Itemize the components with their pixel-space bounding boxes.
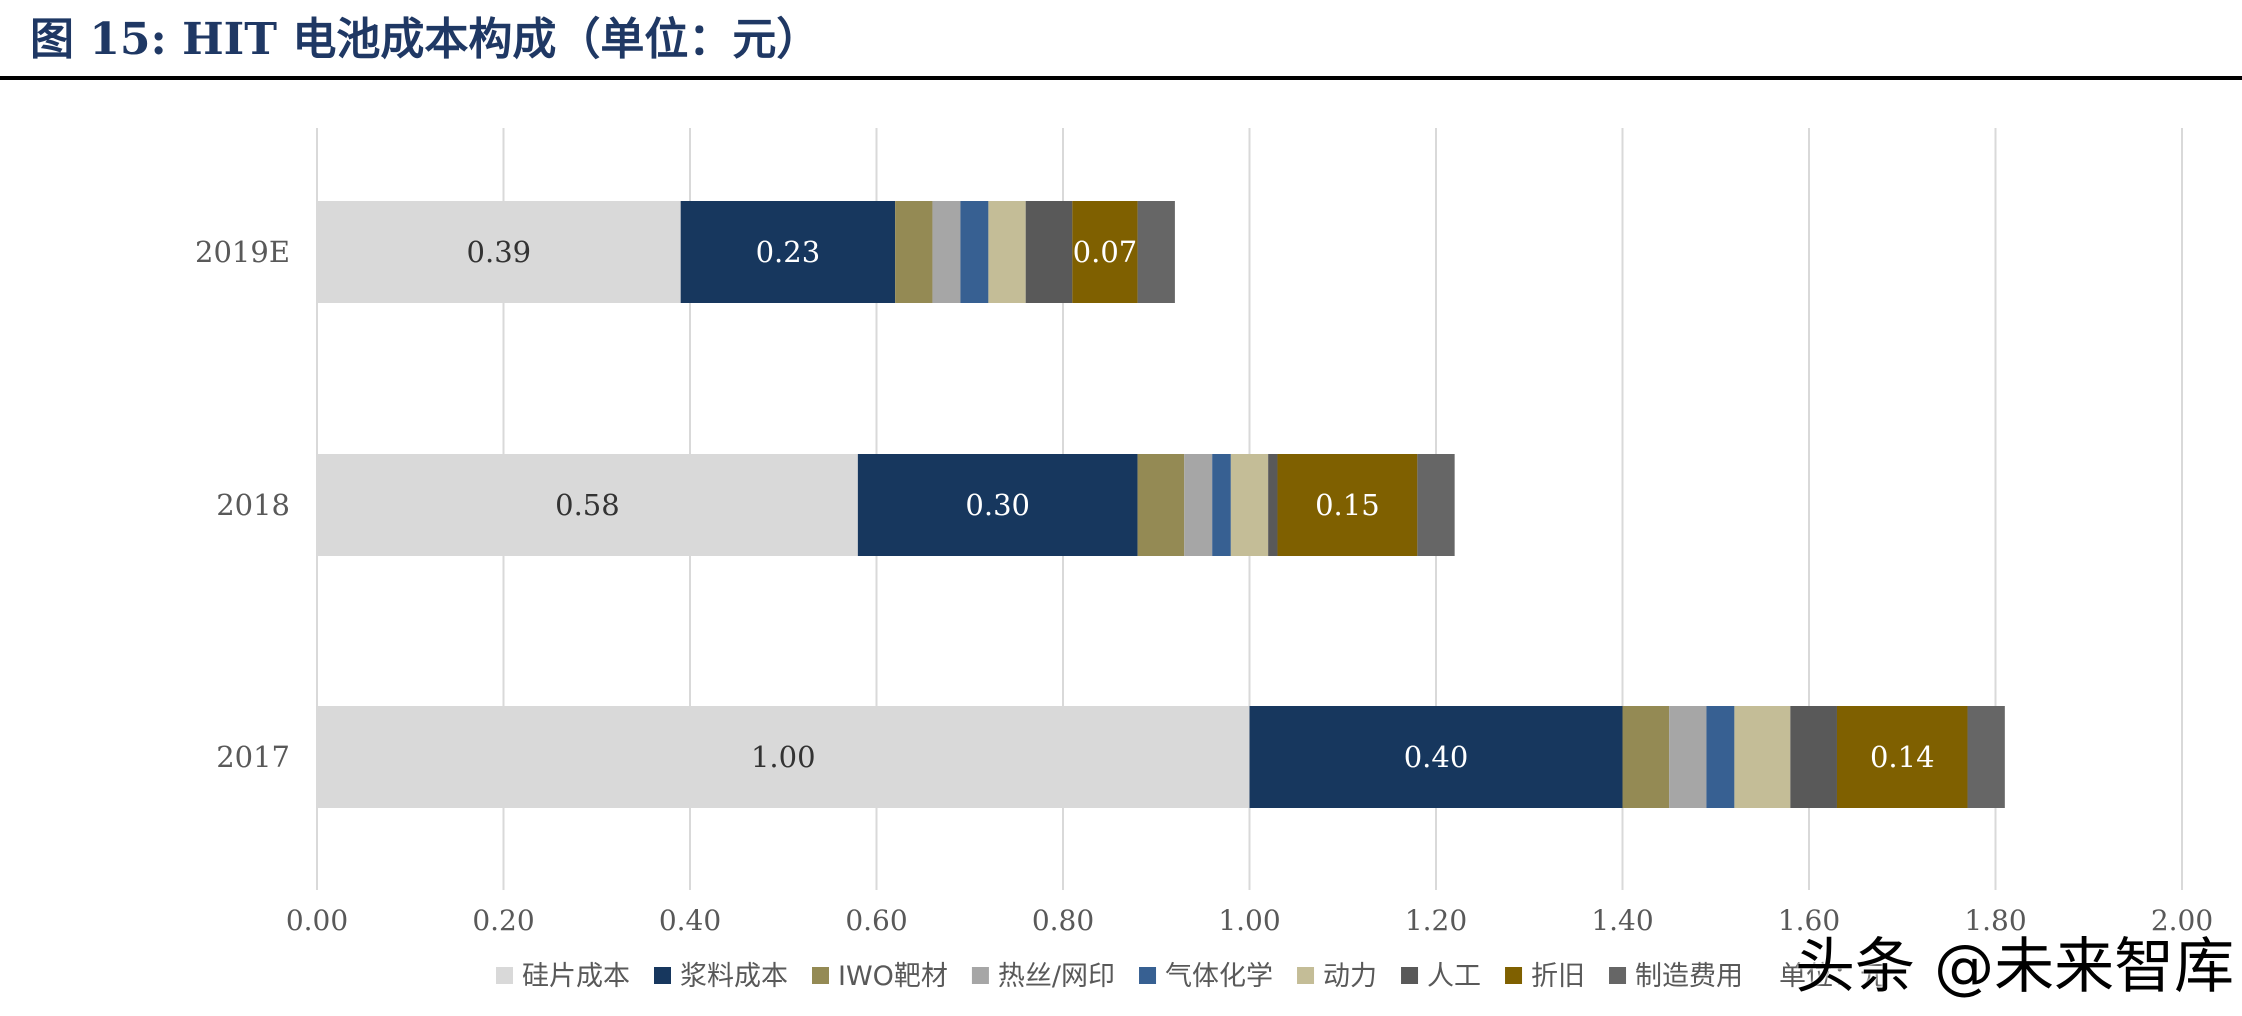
bar-segment: [1790, 706, 1837, 808]
bar-segment: [857, 454, 1138, 556]
x-tick-label: 1.80: [1964, 904, 2026, 937]
x-tick-label: 1.00: [1218, 904, 1280, 937]
category-label: 2018: [216, 488, 290, 522]
x-tick-label: 2.00: [2151, 904, 2213, 937]
category-label: 2017: [216, 740, 290, 774]
bar-segment: [1249, 706, 1623, 808]
bars: [317, 201, 2005, 808]
bar-data-label: 0.39: [467, 235, 532, 269]
category-labels: 2019E 2018 2017: [195, 235, 290, 774]
page-title: 图 15: HIT 电池成本构成（单位：元）: [30, 14, 821, 65]
bar-data-label: 0.15: [1315, 488, 1380, 522]
bar-data-label: 0.23: [756, 235, 821, 269]
x-tick-label: 0.20: [472, 904, 534, 937]
bar-segment: [1230, 454, 1269, 556]
legend-entry: 热丝/网印: [998, 961, 1115, 992]
bar-data-label: 0.07: [1073, 235, 1138, 269]
legend-swatch: [1505, 967, 1523, 984]
bar-segment: [1669, 706, 1707, 808]
bar-segment: [680, 201, 896, 303]
bar-segment: [1734, 706, 1791, 808]
bar-data-label: 0.58: [555, 488, 620, 522]
bar-segment: [1417, 454, 1455, 556]
title-rule: [0, 76, 2242, 80]
bar-segment: [1137, 454, 1185, 556]
bar-segment: [1137, 201, 1175, 303]
bar-data-label: 0.14: [1870, 740, 1935, 774]
legend-swatch: [812, 967, 829, 984]
bar-segment: [1025, 201, 1073, 303]
bar-segment: [1268, 454, 1278, 556]
legend-swatch: [971, 967, 989, 984]
bar-segment: [960, 201, 989, 303]
bar-segment: [1184, 454, 1213, 556]
unit-note: 单位：元: [1779, 961, 1887, 992]
bar-segment: [895, 201, 933, 303]
bar-segment: [317, 454, 858, 556]
bar-data-label: 1.00: [751, 740, 816, 774]
legend-swatch: [496, 967, 513, 984]
legend-swatch: [1297, 967, 1315, 984]
legend-entry: 人工: [1427, 961, 1481, 992]
legend-entry: 气体化学: [1165, 961, 1273, 992]
category-label: 2019E: [195, 235, 290, 269]
bar-data-label: 0.40: [1404, 740, 1469, 774]
bar-segment: [317, 706, 1250, 808]
bar-data-label: 0.30: [965, 488, 1030, 522]
bar-segment: [988, 201, 1026, 303]
x-tick-label: 0.60: [845, 904, 907, 937]
legend-entry: 动力: [1323, 961, 1377, 992]
bar-segment: [1706, 706, 1735, 808]
legend-entry: 制造费用: [1635, 961, 1743, 992]
legend-entry: 浆料成本: [680, 961, 788, 992]
bar-segment: [1836, 706, 1968, 808]
legend-entry: 折旧: [1531, 961, 1585, 992]
legend-entry: 硅片成本: [522, 961, 630, 992]
bar-segment: [317, 201, 681, 303]
bar-segment: [1212, 454, 1231, 556]
bar-segment: [1967, 706, 2005, 808]
x-tick-label: 1.60: [1778, 904, 1840, 937]
x-tick-label: 1.20: [1405, 904, 1467, 937]
x-tick-label: 0.00: [286, 904, 348, 937]
legend: 硅片成本 浆料成本 IWO靶材 热丝/网印 气体化学 动力 人工 折旧 制造费用 单位：元: [496, 961, 1887, 992]
bar-segment: [1622, 706, 1670, 808]
bar-data-labels: 0.39 0.23 0.07 0.58 0.30 0.15 1.00 0.40 0.14: [467, 235, 1935, 774]
legend-swatch: [1401, 967, 1419, 984]
watermark: 头条 @未来智库: [1795, 932, 2235, 1002]
x-tick-label: 1.40: [1591, 904, 1653, 937]
bar-segment: [1277, 454, 1418, 556]
legend-swatch: [654, 967, 671, 984]
x-tick-label: 0.40: [659, 904, 721, 937]
legend-swatch: [1609, 967, 1627, 984]
bar-segment: [932, 201, 961, 303]
legend-swatch: [1139, 967, 1157, 984]
legend-entry: IWO靶材: [838, 961, 948, 992]
bar-segment: [1072, 201, 1138, 303]
x-tick-label: 0.80: [1032, 904, 1094, 937]
x-tick-labels: 0.00 0.20 0.40 0.60 0.80 1.00 1.20 1.40 1.60 1.80…: [286, 904, 2213, 937]
